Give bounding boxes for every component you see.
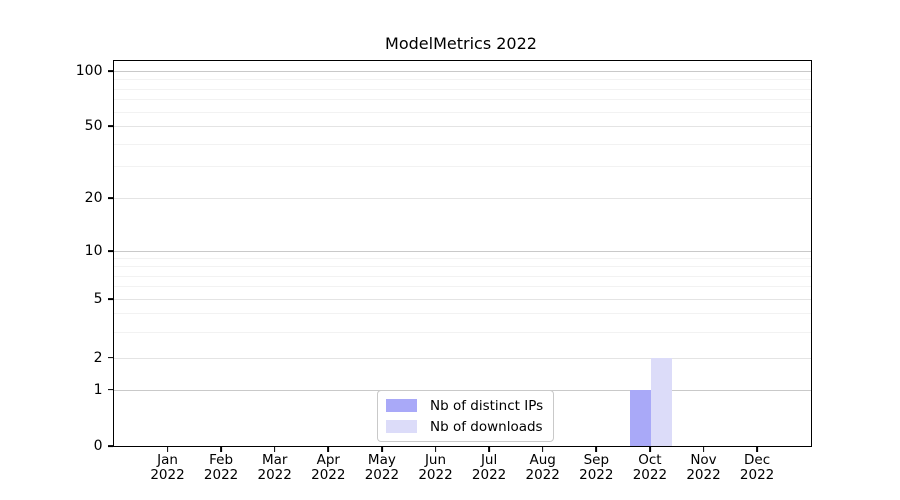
x-tick-label: Mar 2022 — [230, 453, 320, 483]
x-tick-mark — [166, 447, 169, 452]
x-tick-year: 2022 — [471, 467, 507, 483]
legend: Nb of distinct IPs Nb of downloads — [377, 390, 555, 442]
x-tick-month: Mar — [261, 452, 288, 468]
legend-label: Nb of downloads — [430, 418, 543, 435]
gridline-minor — [113, 286, 811, 288]
y-tick-mark — [107, 356, 113, 359]
x-tick-mark — [595, 447, 598, 452]
x-tick-month: Feb — [209, 452, 234, 468]
bar-distinct-ips — [629, 389, 651, 446]
gridline-minor — [113, 111, 811, 113]
x-tick-month: Jul — [480, 452, 498, 468]
gridline-major — [113, 71, 811, 72]
x-tick-mark — [541, 447, 544, 452]
x-tick-mark — [327, 447, 330, 452]
y-tick-label: 1 — [93, 381, 103, 398]
y-tick-label: 0 — [93, 438, 103, 454]
gridline-minor — [113, 266, 811, 268]
y-tick-mark — [107, 445, 113, 447]
x-tick-mark — [702, 447, 705, 452]
bar-downloads — [650, 357, 672, 446]
x-tick-label: Sep 2022 — [551, 453, 641, 483]
x-tick-label: Nov 2022 — [659, 453, 749, 483]
y-tick-mark — [107, 70, 113, 72]
x-tick-mark — [756, 447, 758, 452]
plot-area — [112, 60, 812, 447]
y-tick-mark — [107, 388, 113, 391]
gridline-major — [113, 357, 811, 359]
x-tick-mark — [434, 447, 437, 452]
x-tick-label: Oct 2022 — [605, 453, 695, 483]
y-tick-mark — [107, 298, 113, 300]
y-tick-label: 50 — [84, 118, 103, 134]
x-tick-label: Dec 2022 — [712, 453, 802, 483]
x-tick-year: 2022 — [579, 467, 614, 483]
gridline-minor — [113, 166, 811, 168]
x-tick-year: 2022 — [364, 467, 400, 483]
x-tick-label: May 2022 — [337, 453, 427, 483]
x-tick-label: Apr 2022 — [283, 453, 373, 483]
x-tick-year: 2022 — [257, 467, 292, 483]
x-tick-month: Apr — [316, 452, 340, 468]
x-tick-mark — [488, 447, 490, 452]
x-tick-label: Aug 2022 — [498, 453, 588, 483]
x-tick-month: Jun — [424, 452, 447, 468]
x-tick-label: Feb 2022 — [176, 453, 266, 483]
x-tick-year: 2022 — [525, 467, 560, 483]
legend-swatch-downloads — [386, 420, 417, 433]
legend-item: Nb of downloads — [386, 418, 543, 435]
y-tick-label: 20 — [84, 190, 103, 206]
y-tick-label: 2 — [93, 349, 103, 366]
x-tick-mark — [220, 447, 222, 452]
gridline-major — [113, 126, 811, 127]
y-tick-label: 100 — [75, 63, 103, 79]
y-tick-mark — [107, 125, 113, 127]
gridline-major — [113, 251, 811, 252]
x-tick-mark — [648, 447, 651, 452]
x-tick-label: Jun 2022 — [391, 453, 481, 483]
x-tick-label: Jan 2022 — [123, 453, 213, 483]
x-tick-year: 2022 — [739, 467, 775, 483]
gridline-major — [113, 299, 811, 300]
legend-label: Nb of distinct IPs — [430, 397, 544, 414]
gridline-minor — [113, 313, 811, 315]
gridline-minor — [113, 79, 811, 81]
x-tick-label: Jul 2022 — [444, 453, 534, 483]
x-tick-month: Dec — [744, 452, 771, 468]
x-tick-year: 2022 — [632, 467, 668, 483]
y-tick-label: 5 — [93, 291, 103, 307]
gridline-major — [113, 198, 811, 199]
x-tick-month: Oct — [638, 452, 662, 468]
legend-swatch-distinct-ips — [386, 399, 417, 412]
x-tick-mark — [380, 447, 383, 452]
gridline-minor — [113, 258, 811, 260]
gridline-minor — [113, 88, 811, 90]
legend-item: Nb of distinct IPs — [386, 397, 543, 414]
x-tick-year: 2022 — [150, 467, 185, 483]
x-tick-year: 2022 — [418, 467, 453, 483]
x-tick-month: May — [367, 452, 396, 468]
x-tick-year: 2022 — [203, 467, 239, 483]
x-tick-month: Sep — [583, 452, 610, 468]
x-tick-year: 2022 — [686, 467, 721, 483]
gridline-minor — [113, 331, 811, 333]
gridline-minor — [113, 143, 811, 145]
x-tick-month: Aug — [529, 452, 556, 468]
x-tick-mark — [273, 447, 276, 452]
gridline-minor — [113, 99, 811, 101]
y-tick-label: 10 — [84, 243, 103, 259]
y-tick-mark — [107, 250, 113, 252]
x-tick-year: 2022 — [311, 467, 346, 483]
gridline-minor — [113, 275, 811, 277]
y-tick-mark — [107, 197, 113, 199]
x-tick-month: Jan — [157, 452, 178, 468]
x-tick-month: Nov — [690, 452, 717, 468]
chart-title: ModelMetrics 2022 — [385, 34, 537, 53]
